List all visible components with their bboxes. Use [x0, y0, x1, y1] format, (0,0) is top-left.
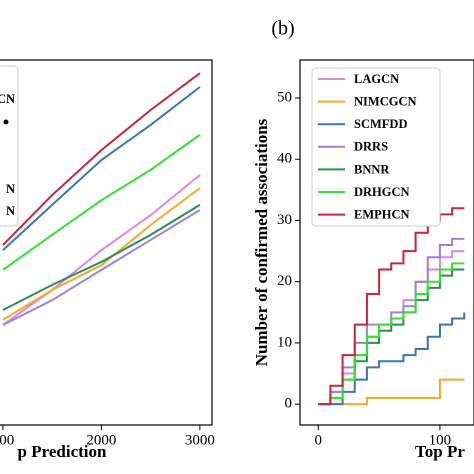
y-tick-label: 0	[285, 396, 293, 412]
legend-label: N	[6, 182, 15, 196]
x-tick-label: 100	[429, 432, 452, 448]
series-line	[2, 72, 201, 246]
legend-label: LAGCN	[354, 72, 399, 86]
legend-label: CN	[0, 92, 15, 106]
y-tick-label: 10	[277, 334, 292, 350]
series-line	[2, 204, 201, 311]
series-line	[318, 268, 465, 406]
y-axis-label: Number of confirmed associations	[252, 118, 271, 366]
legend-box	[311, 67, 441, 227]
plot-lines	[318, 207, 466, 406]
legend-label: DRRS	[354, 140, 388, 154]
series-line	[2, 187, 201, 321]
y-tick-label: 40	[277, 151, 292, 167]
plot-lines	[2, 72, 201, 326]
plot-frame	[299, 59, 474, 426]
series-line	[2, 86, 201, 251]
x-tick-label: 000	[0, 432, 14, 448]
x-axis-label: Top Pr	[415, 442, 465, 461]
series-line	[2, 134, 201, 271]
x-tick-label: 2000	[86, 432, 116, 448]
series-line	[2, 174, 201, 326]
series-line	[2, 209, 201, 326]
chart-title: (b)	[271, 18, 294, 40]
legend-label: DRHGCN	[354, 185, 410, 199]
plot-frame	[0, 59, 213, 426]
series-line	[318, 312, 466, 406]
y-tick-label: 50	[277, 89, 292, 105]
series-line	[318, 378, 465, 406]
legend-label: SCMFDD	[354, 117, 407, 131]
legend-label: EMPHCN	[354, 207, 410, 221]
y-tick-label: 20	[277, 273, 292, 289]
legend-label: NIMCGCN	[354, 94, 417, 108]
x-tick-label: 3000	[185, 432, 215, 448]
legend-label: N	[6, 204, 15, 218]
x-axis-label: p Prediction	[18, 442, 107, 461]
x-tick-label: 0	[315, 432, 323, 448]
legend-box	[0, 65, 19, 227]
legend-label: BNNR	[354, 162, 390, 176]
series-line	[318, 207, 465, 406]
series-line	[318, 262, 465, 406]
y-tick-label: 30	[277, 212, 292, 228]
legend-marker	[3, 119, 9, 125]
